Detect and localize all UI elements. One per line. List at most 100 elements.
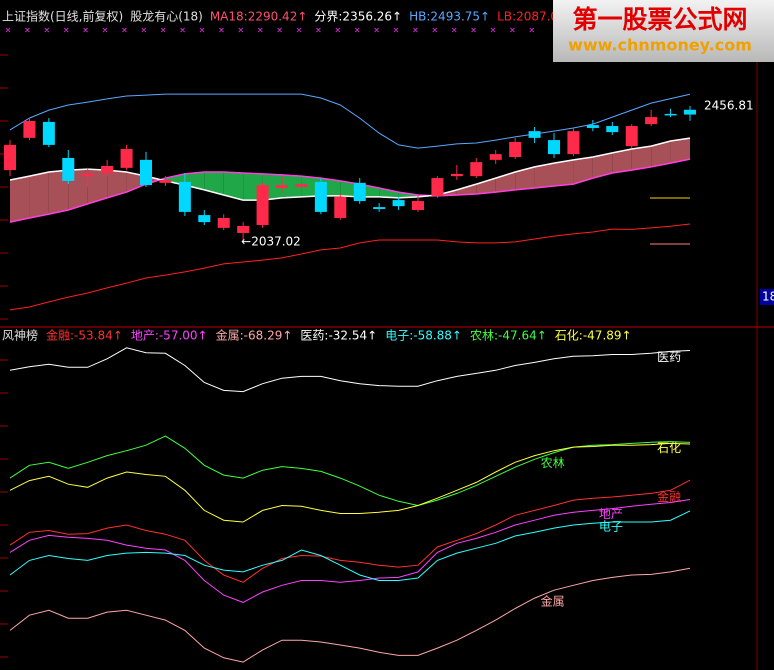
candle-body — [140, 159, 152, 186]
legend-entry: 金融:-53.84↑ — [46, 328, 123, 343]
band-fill — [534, 163, 554, 188]
band-fill — [379, 187, 399, 198]
instrument-title: 上证指数(日线,前复权) — [2, 9, 123, 24]
band-fill — [592, 152, 613, 179]
candle-body — [645, 117, 658, 125]
candle-body — [567, 131, 580, 155]
line-label: 金属 — [541, 594, 565, 609]
band-fill — [87, 169, 108, 204]
candle-body — [334, 196, 347, 218]
indicator-line — [9, 137, 691, 201]
decoration — [0, 27, 535, 658]
indicator-line — [9, 223, 691, 311]
axis-box — [760, 289, 774, 305]
candle-body — [62, 157, 75, 181]
candle-body — [295, 184, 308, 187]
watermark-url: www.chnmoney.com — [568, 36, 752, 55]
candle-body — [373, 207, 386, 210]
legend-entry: 金属:-68.29↑ — [216, 328, 293, 343]
sector-line — [9, 499, 691, 603]
legend-entry: 地产:-57.00↑ — [131, 329, 208, 343]
legend-entry: 医药:-32.54↑ — [300, 329, 377, 343]
candle-body — [198, 215, 211, 223]
high-annotation: 2456.81 — [704, 98, 754, 112]
candle-body — [450, 173, 463, 177]
candle-body — [412, 201, 424, 210]
line-label: 电子 — [599, 520, 623, 534]
candle-body — [4, 144, 16, 171]
candle-body — [392, 200, 405, 207]
sector-line — [9, 347, 691, 393]
candle-body — [120, 149, 133, 168]
band-fill — [10, 176, 30, 223]
candle-body — [217, 217, 230, 228]
candle-body — [489, 154, 502, 160]
candle-body — [23, 120, 36, 138]
candle-body — [684, 109, 696, 115]
legend-entry: MA18:2290.42↑ — [210, 10, 308, 24]
legend-entry: 农林:-47.64↑ — [470, 329, 547, 343]
axis-fragment: 18 — [762, 290, 774, 304]
band-fill — [612, 149, 632, 173]
candle-body — [256, 185, 269, 225]
candle-body — [528, 131, 541, 138]
candle-body — [81, 173, 94, 177]
sector-line — [9, 442, 691, 523]
panel-title: 风神榜 — [2, 328, 38, 343]
band-fill — [554, 159, 574, 187]
band-fill — [670, 138, 690, 164]
price-panel: 2456.81 ←2037.02 — [4, 93, 754, 311]
band-fill — [282, 174, 302, 198]
watermark-title: 第一股票公式网 — [572, 5, 747, 34]
axis-dashes — [0, 54, 8, 658]
candle-body — [548, 140, 560, 155]
band-fill — [204, 172, 224, 195]
candle-body — [431, 178, 444, 196]
watermark-box — [553, 0, 774, 62]
line-label: 医药 — [657, 350, 681, 364]
band-fill — [456, 184, 477, 195]
marker-row — [5, 27, 535, 33]
price-header: 上证指数(日线,前复权) 股龙有心(18) MA18:2290.42↑ 分界:2356… — [2, 9, 595, 24]
candle-body — [664, 113, 677, 116]
legend-entry: 石化:-47.89↑ — [555, 329, 632, 343]
band-fill — [573, 157, 593, 185]
legend-entry: 电子:-58.88↑ — [385, 329, 462, 343]
candle-body — [625, 126, 638, 147]
legend-entry: 分界:2356.26↑ — [314, 10, 402, 24]
band-fill — [29, 172, 49, 218]
candle-body — [178, 181, 191, 212]
line-label: 石化 — [657, 441, 681, 455]
indicator-line — [9, 158, 691, 223]
line-label: 地产 — [599, 507, 623, 521]
candle-body — [586, 125, 599, 128]
candle-body — [509, 142, 522, 157]
band-fill — [515, 166, 535, 190]
candle-body — [606, 126, 619, 133]
candle-body — [42, 121, 55, 145]
sector-line — [9, 479, 691, 583]
line-label: 农林 — [541, 456, 565, 470]
low-annotation: ←2037.02 — [241, 234, 301, 248]
band-fill — [631, 146, 652, 171]
band-fill — [107, 170, 127, 198]
band-fill — [476, 178, 496, 195]
candle-body — [237, 225, 250, 233]
indicator-name: 股龙有心(18) — [130, 10, 203, 24]
candle-body — [353, 182, 366, 202]
legend-entry: HB:2493.75↑ — [409, 10, 490, 24]
band-fill — [223, 172, 244, 201]
candle-body — [314, 181, 327, 212]
line-label: 金融 — [657, 489, 681, 504]
band-fill — [48, 170, 69, 215]
candle-body — [159, 179, 172, 183]
candle-body — [101, 165, 114, 173]
candle-body — [276, 185, 288, 188]
sector-line — [9, 510, 691, 581]
indicator-line — [9, 93, 691, 149]
candle-body — [470, 162, 483, 177]
band-fill — [651, 141, 671, 167]
